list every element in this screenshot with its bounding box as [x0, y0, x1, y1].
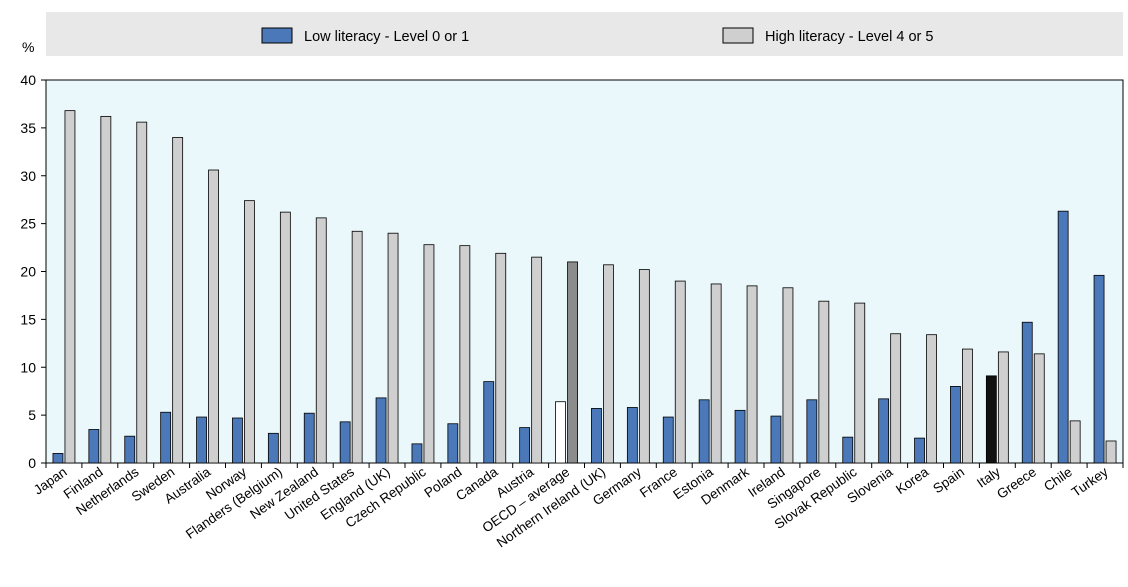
bar-low-literacy	[411, 443, 423, 464]
bar-high-literacy	[890, 333, 902, 464]
bar-low-literacy	[662, 416, 674, 464]
x-tick-label: Canada	[453, 464, 501, 504]
legend-background	[46, 12, 1123, 56]
y-tick-label: 15	[20, 311, 36, 327]
bar-high-literacy	[1105, 440, 1117, 464]
y-tick-label: 30	[20, 168, 36, 184]
y-tick-label: 40	[20, 72, 36, 88]
y-tick-label: 25	[20, 216, 36, 232]
bar-low-literacy	[339, 421, 351, 464]
y-tick-label: 5	[28, 407, 36, 423]
bar-high-literacy	[100, 115, 112, 464]
bar-high-literacy	[782, 287, 794, 464]
bar-high-literacy	[997, 351, 1009, 464]
bar-low-literacy	[770, 415, 782, 464]
y-axis: 0 5 10 15 20 25 30 35 40	[20, 72, 46, 471]
y-tick-label: 0	[28, 455, 36, 471]
bar-low-literacy	[447, 423, 459, 464]
bar-low-literacy	[88, 429, 100, 464]
bar-high-literacy	[710, 283, 722, 464]
bar-low-literacy	[303, 412, 315, 464]
y-axis-unit-label: %	[22, 39, 34, 55]
y-tick-label: 20	[20, 264, 36, 280]
x-tick-label: Spain	[930, 464, 967, 496]
bar-high-literacy	[1069, 420, 1081, 464]
bar-high-literacy	[638, 269, 650, 464]
bar-low-literacy	[267, 432, 279, 464]
bar-high-literacy	[459, 245, 471, 464]
bar-high-literacy	[495, 252, 507, 464]
legend: Low literacy - Level 0 or 1 High literac…	[46, 12, 1123, 56]
bar-high-literacy	[423, 244, 435, 464]
bar-low-literacy	[124, 435, 136, 464]
bar-high-literacy	[172, 137, 184, 464]
bar-high-literacy	[1033, 353, 1045, 464]
bar-low-literacy	[985, 375, 997, 464]
bar-low-literacy	[950, 385, 961, 464]
bar-low-literacy	[878, 398, 890, 464]
bar-high-literacy	[854, 302, 866, 464]
bar-high-literacy	[315, 217, 327, 464]
bar-high-literacy	[926, 334, 937, 464]
bar-high-literacy	[746, 285, 758, 464]
y-tick-label: 10	[20, 359, 36, 375]
bar-low-literacy	[232, 417, 243, 464]
bar-low-literacy	[734, 409, 746, 464]
bar-high-literacy	[136, 121, 148, 464]
bar-high-literacy	[351, 230, 363, 464]
legend-label-low: Low literacy - Level 0 or 1	[304, 29, 469, 45]
bars	[52, 110, 1117, 464]
bar-high-literacy	[674, 280, 686, 464]
x-tick-label: Turkey	[1069, 464, 1111, 500]
y-tick-label: 35	[20, 120, 36, 136]
bar-low-literacy	[52, 453, 64, 464]
bar-high-literacy	[279, 211, 291, 464]
x-tick-label: Greece	[994, 464, 1039, 502]
bar-low-literacy	[914, 437, 925, 464]
bar-low-literacy	[842, 436, 854, 464]
bar-low-literacy	[160, 411, 172, 464]
legend-swatch-high	[722, 27, 754, 44]
bar-low-literacy	[1057, 210, 1069, 464]
bar-high-literacy	[962, 348, 973, 464]
bar-high-literacy	[387, 232, 399, 464]
bar-low-literacy	[555, 401, 566, 464]
bar-high-literacy	[208, 169, 219, 464]
bar-high-literacy	[603, 264, 614, 464]
legend-swatch-low	[261, 27, 293, 44]
x-tick-label: Korea	[893, 464, 932, 497]
x-axis: JapanFinlandNetherlandsSwedenAustraliaNo…	[31, 463, 1124, 550]
plot-area	[45, 79, 1124, 464]
bar-low-literacy	[519, 427, 531, 464]
legend-label-high: High literacy - Level 4 or 5	[765, 29, 933, 45]
bar-high-literacy	[244, 200, 255, 464]
bar-low-literacy	[375, 397, 387, 464]
bar-low-literacy	[626, 407, 638, 464]
bar-low-literacy	[698, 399, 710, 464]
bar-low-literacy	[806, 399, 818, 464]
bar-low-literacy	[483, 381, 495, 464]
bar-low-literacy	[1093, 274, 1105, 464]
bar-high-literacy	[567, 261, 578, 464]
bar-low-literacy	[1021, 321, 1033, 464]
bar-low-literacy	[591, 408, 602, 464]
bar-low-literacy	[196, 416, 207, 464]
bar-high-literacy	[818, 300, 830, 464]
bar-high-literacy	[531, 256, 543, 464]
bar-high-literacy	[64, 110, 76, 464]
